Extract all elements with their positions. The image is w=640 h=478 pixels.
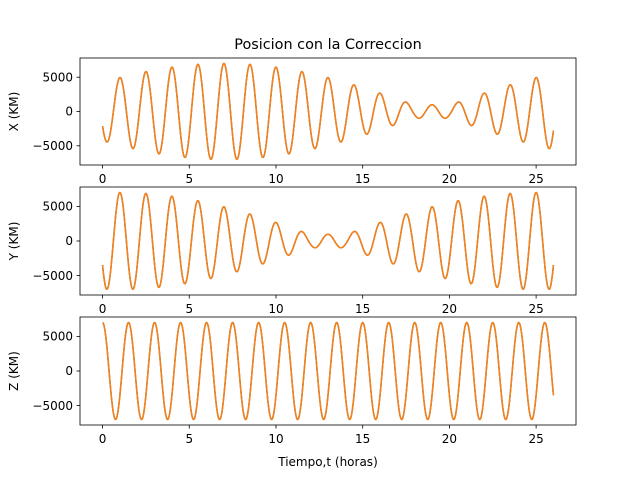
series-line-z-1	[102, 321, 555, 421]
x-tick-label-z: 5	[185, 432, 193, 446]
y-axis-label-y: Y (KM)	[7, 222, 21, 262]
x-tick-label-y: 0	[99, 302, 107, 316]
y-tick-label-y: 5000	[42, 200, 73, 214]
subplot-x: 0 5 10 15 20 25 −5000 0 5000 X (KM)	[7, 57, 577, 186]
y-tick-label-z: −5000	[32, 399, 73, 413]
x-tick-label-z: 25	[528, 432, 543, 446]
x-axis-label: Tiempo,t (horas)	[277, 455, 378, 469]
y-axis-label-x: X (KM)	[7, 92, 21, 132]
x-tick-label-z: 10	[268, 432, 283, 446]
x-tick-label-y: 25	[528, 302, 543, 316]
x-tick-label-y: 15	[355, 302, 370, 316]
x-tick-label-x: 20	[442, 172, 457, 186]
subplot-z: 0 5 10 15 20 25 −5000 0 5000 Z (KM)	[7, 316, 577, 446]
y-tick-label-x: −5000	[32, 139, 73, 153]
x-tick-label-y: 5	[185, 302, 193, 316]
x-tick-label-x: 0	[99, 172, 107, 186]
x-tick-label-x: 5	[185, 172, 193, 186]
y-tick-label-x: 5000	[42, 70, 73, 84]
series-line-y-1	[101, 191, 555, 290]
y-tick-label-z: 5000	[42, 330, 73, 344]
x-tick-label-z: 20	[442, 432, 457, 446]
x-tick-label-x: 10	[268, 172, 283, 186]
chart-title: Posicion con la Correccion	[234, 37, 421, 53]
subplot-y: 0 5 10 15 20 25 −5000 0 5000 Y (KM)	[7, 186, 577, 316]
y-axis-label-z: Z (KM)	[7, 351, 21, 391]
x-tick-label-z: 15	[355, 432, 370, 446]
y-tick-label-x: 0	[65, 105, 73, 119]
y-tick-label-y: 0	[65, 234, 73, 248]
x-tick-label-y: 10	[268, 302, 283, 316]
x-tick-label-y: 20	[442, 302, 457, 316]
y-tick-label-z: 0	[65, 364, 73, 378]
y-tick-label-y: −5000	[32, 269, 73, 283]
x-tick-label-z: 0	[99, 432, 107, 446]
x-tick-label-x: 15	[355, 172, 370, 186]
x-tick-label-x: 25	[528, 172, 543, 186]
series-line-x-1	[101, 62, 555, 161]
